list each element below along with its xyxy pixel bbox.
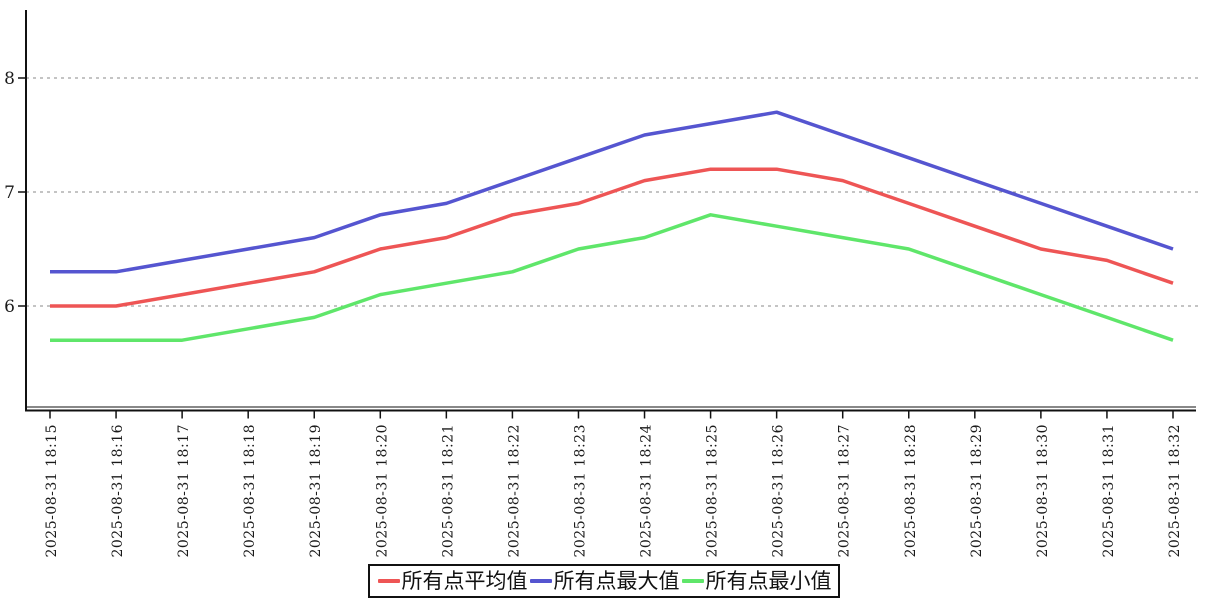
x-tick-label: 2025-08-31 18:19 — [308, 424, 324, 558]
legend-item-minimum: 所有点最小值 — [680, 567, 832, 595]
legend-swatch-maximum-icon — [529, 579, 552, 584]
x-tick-label: 2025-08-31 18:23 — [572, 424, 588, 558]
x-tick-label: 2025-08-31 18:22 — [506, 424, 522, 558]
x-tick-label: 2025-08-31 18:15 — [44, 424, 60, 558]
x-tick-label: 2025-08-31 18:17 — [176, 424, 192, 558]
y-tick-label: 6 — [4, 297, 15, 317]
x-tick-label: 2025-08-31 18:25 — [705, 424, 721, 558]
x-tick-label: 2025-08-31 18:21 — [440, 424, 456, 558]
x-tick-label: 2025-08-31 18:16 — [110, 424, 126, 558]
x-tick-label: 2025-08-31 18:20 — [374, 424, 390, 558]
series-line-0 — [50, 167, 1174, 308]
x-tick-label: 2025-08-31 18:24 — [639, 424, 655, 558]
legend-swatch-minimum-icon — [681, 579, 704, 584]
x-tick-label: 2025-08-31 18:31 — [1101, 424, 1117, 558]
y-tick-label: 8 — [4, 69, 15, 89]
x-tick-label: 2025-08-31 18:27 — [837, 424, 853, 558]
x-tick-label: 2025-08-31 18:30 — [1035, 424, 1051, 558]
x-tick-label: 2025-08-31 18:18 — [242, 424, 258, 558]
x-tick-label: 2025-08-31 18:28 — [903, 424, 919, 558]
x-tick-label: 2025-08-31 18:32 — [1167, 424, 1183, 558]
chart-legend: 所有点平均值 所有点最大值 所有点最小值 — [367, 564, 840, 599]
y-tick-label: 7 — [4, 183, 15, 203]
legend-item-average: 所有点平均值 — [376, 567, 528, 595]
legend-label-average: 所有点平均值 — [401, 569, 528, 593]
legend-item-maximum: 所有点最大值 — [528, 567, 680, 595]
x-tick-label: 2025-08-31 18:29 — [969, 424, 985, 558]
legend-label-minimum: 所有点最小值 — [705, 569, 832, 593]
legend-label-maximum: 所有点最大值 — [553, 569, 680, 593]
x-tick-label: 2025-08-31 18:26 — [771, 424, 787, 558]
series-line-1 — [50, 110, 1174, 274]
legend-swatch-average-icon — [377, 579, 400, 584]
series-line-2 — [50, 213, 1174, 342]
